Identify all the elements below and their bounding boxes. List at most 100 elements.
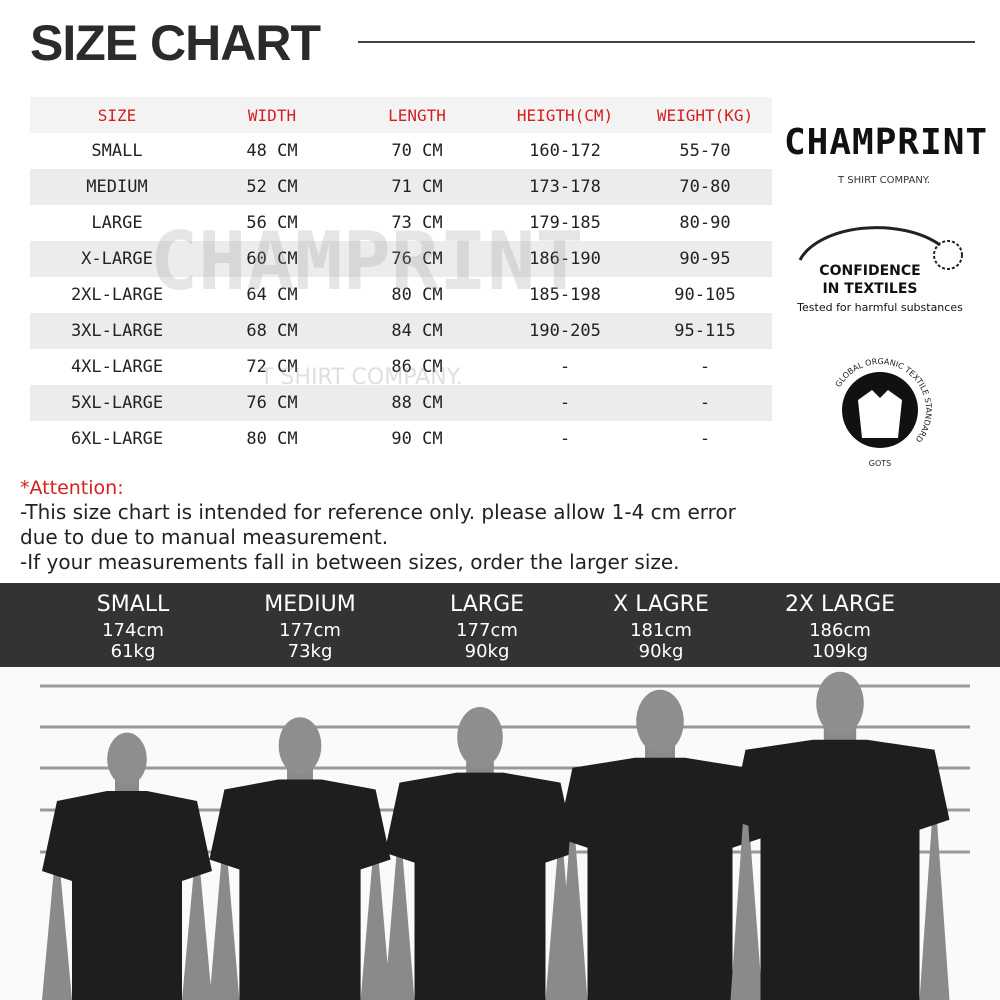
table-cell: 190-205 [529,321,601,341]
table-cell: 186-190 [529,249,601,269]
model-band [0,583,1000,667]
table-cell: SMALL [91,141,143,161]
badge-subtitle: Tested for harmful substances [796,301,963,314]
row-stripe [30,313,772,349]
table-cell: X-LARGE [81,249,153,269]
head [816,671,864,736]
model-weight: 109kg [811,641,869,662]
model-weight: 90kg [464,641,510,662]
title-rule [358,41,975,43]
table-cell: 71 CM [391,177,443,197]
table-cell: 160-172 [529,141,601,161]
model-weight: 73kg [287,641,333,662]
table-cell: 84 CM [391,321,443,341]
table-cell: MEDIUM [86,177,148,197]
header-stripe [30,97,772,133]
gots-short: GOTS [869,459,891,468]
table-cell: 64 CM [246,285,298,305]
badge-line: IN TEXTILES [822,281,917,297]
row-stripe [30,169,772,205]
shirt [557,757,763,1000]
head [457,706,503,768]
table-cell: 6XL-LARGE [70,429,164,449]
table-cell: 70 CM [391,141,443,161]
shirt [42,791,212,1000]
table-cell: - [559,357,571,377]
page-title: SIZE CHART [30,15,321,71]
table-cell: 95-115 [674,321,736,341]
table-cell: 68 CM [246,321,298,341]
model-weight: 61kg [110,641,156,662]
table-cell: 90-95 [679,249,731,269]
model-height: 177cm [279,620,341,641]
table-cell: 80-90 [679,213,731,233]
table-cell: 55-70 [679,141,731,161]
brand-tagline: T SHIRT COMPANY. [838,175,931,186]
model-size: SMALL [96,592,170,617]
model-size: MEDIUM [264,592,356,617]
table-cell: 72 CM [246,357,298,377]
arm [384,817,576,1000]
table-cell: 48 CM [246,141,298,161]
table-cell: 90 CM [391,429,443,449]
head [107,732,147,786]
table-cell: 80 CM [391,285,443,305]
table-cell: 73 CM [391,213,443,233]
gots-badge: GLOBAL ORGANIC TEXTILE STANDARD GOTS [834,357,933,468]
model-photo [0,667,1000,1000]
table-cell: - [699,393,711,413]
note-line: due to due to manual measurement. [20,525,389,549]
watermark: CHAMPRINT [150,215,584,308]
table-cell: - [699,357,711,377]
table-cell: 86 CM [391,357,443,377]
table-cell: 76 CM [391,249,443,269]
confidence-badge: CONFIDENCE IN TEXTILES Tested for harmfu… [796,226,963,314]
column-header: WIDTH [247,106,297,125]
model-size: X LAGRE [613,592,709,617]
table-cell: 2XL-LARGE [70,285,164,305]
table-cell: 185-198 [529,285,601,305]
watermark-tagline: T SHIRT COMPANY. [260,365,463,390]
note-heading: *Attention: [20,477,124,499]
model-size: 2X LARGE [784,592,896,617]
arm [209,824,391,1000]
row-stripe [30,385,772,421]
column-header: WEIGHT(KG) [656,106,754,125]
arm [730,784,950,1000]
column-header: HEIGTH(CM) [516,106,614,125]
note-line: -If your measurements fall in between si… [20,550,680,574]
table-cell: 88 CM [391,393,443,413]
model-weight: 90kg [638,641,684,662]
shirt [384,772,576,1000]
table-cell: 56 CM [246,213,298,233]
badge-line: CONFIDENCE [819,263,920,279]
column-header: SIZE [97,106,137,125]
table-cell: 80 CM [246,429,298,449]
table-cell: 3XL-LARGE [70,321,164,341]
table-cell: 52 CM [246,177,298,197]
model-height: 177cm [456,620,518,641]
table-cell: - [699,429,711,449]
shirt [730,739,950,1000]
model-height: 181cm [630,620,692,641]
table-cell: 179-185 [529,213,601,233]
model-size: LARGE [449,592,525,617]
head [278,717,322,775]
model-height: 174cm [102,620,164,641]
shirt [209,779,391,1000]
table-cell: 4XL-LARGE [70,357,164,377]
table-cell: 76 CM [246,393,298,413]
table-cell: LARGE [91,213,143,233]
table-cell: - [559,429,571,449]
model-height: 186cm [809,620,871,641]
table-cell: 5XL-LARGE [70,393,164,413]
head [636,689,684,754]
table-cell: 60 CM [246,249,298,269]
row-stripe [30,241,772,277]
note-line: -This size chart is intended for referen… [20,500,736,524]
brand-name: CHAMPRINT [784,122,989,163]
table-cell: 70-80 [679,177,731,197]
arm [42,836,212,1000]
table-cell: 173-178 [529,177,601,197]
